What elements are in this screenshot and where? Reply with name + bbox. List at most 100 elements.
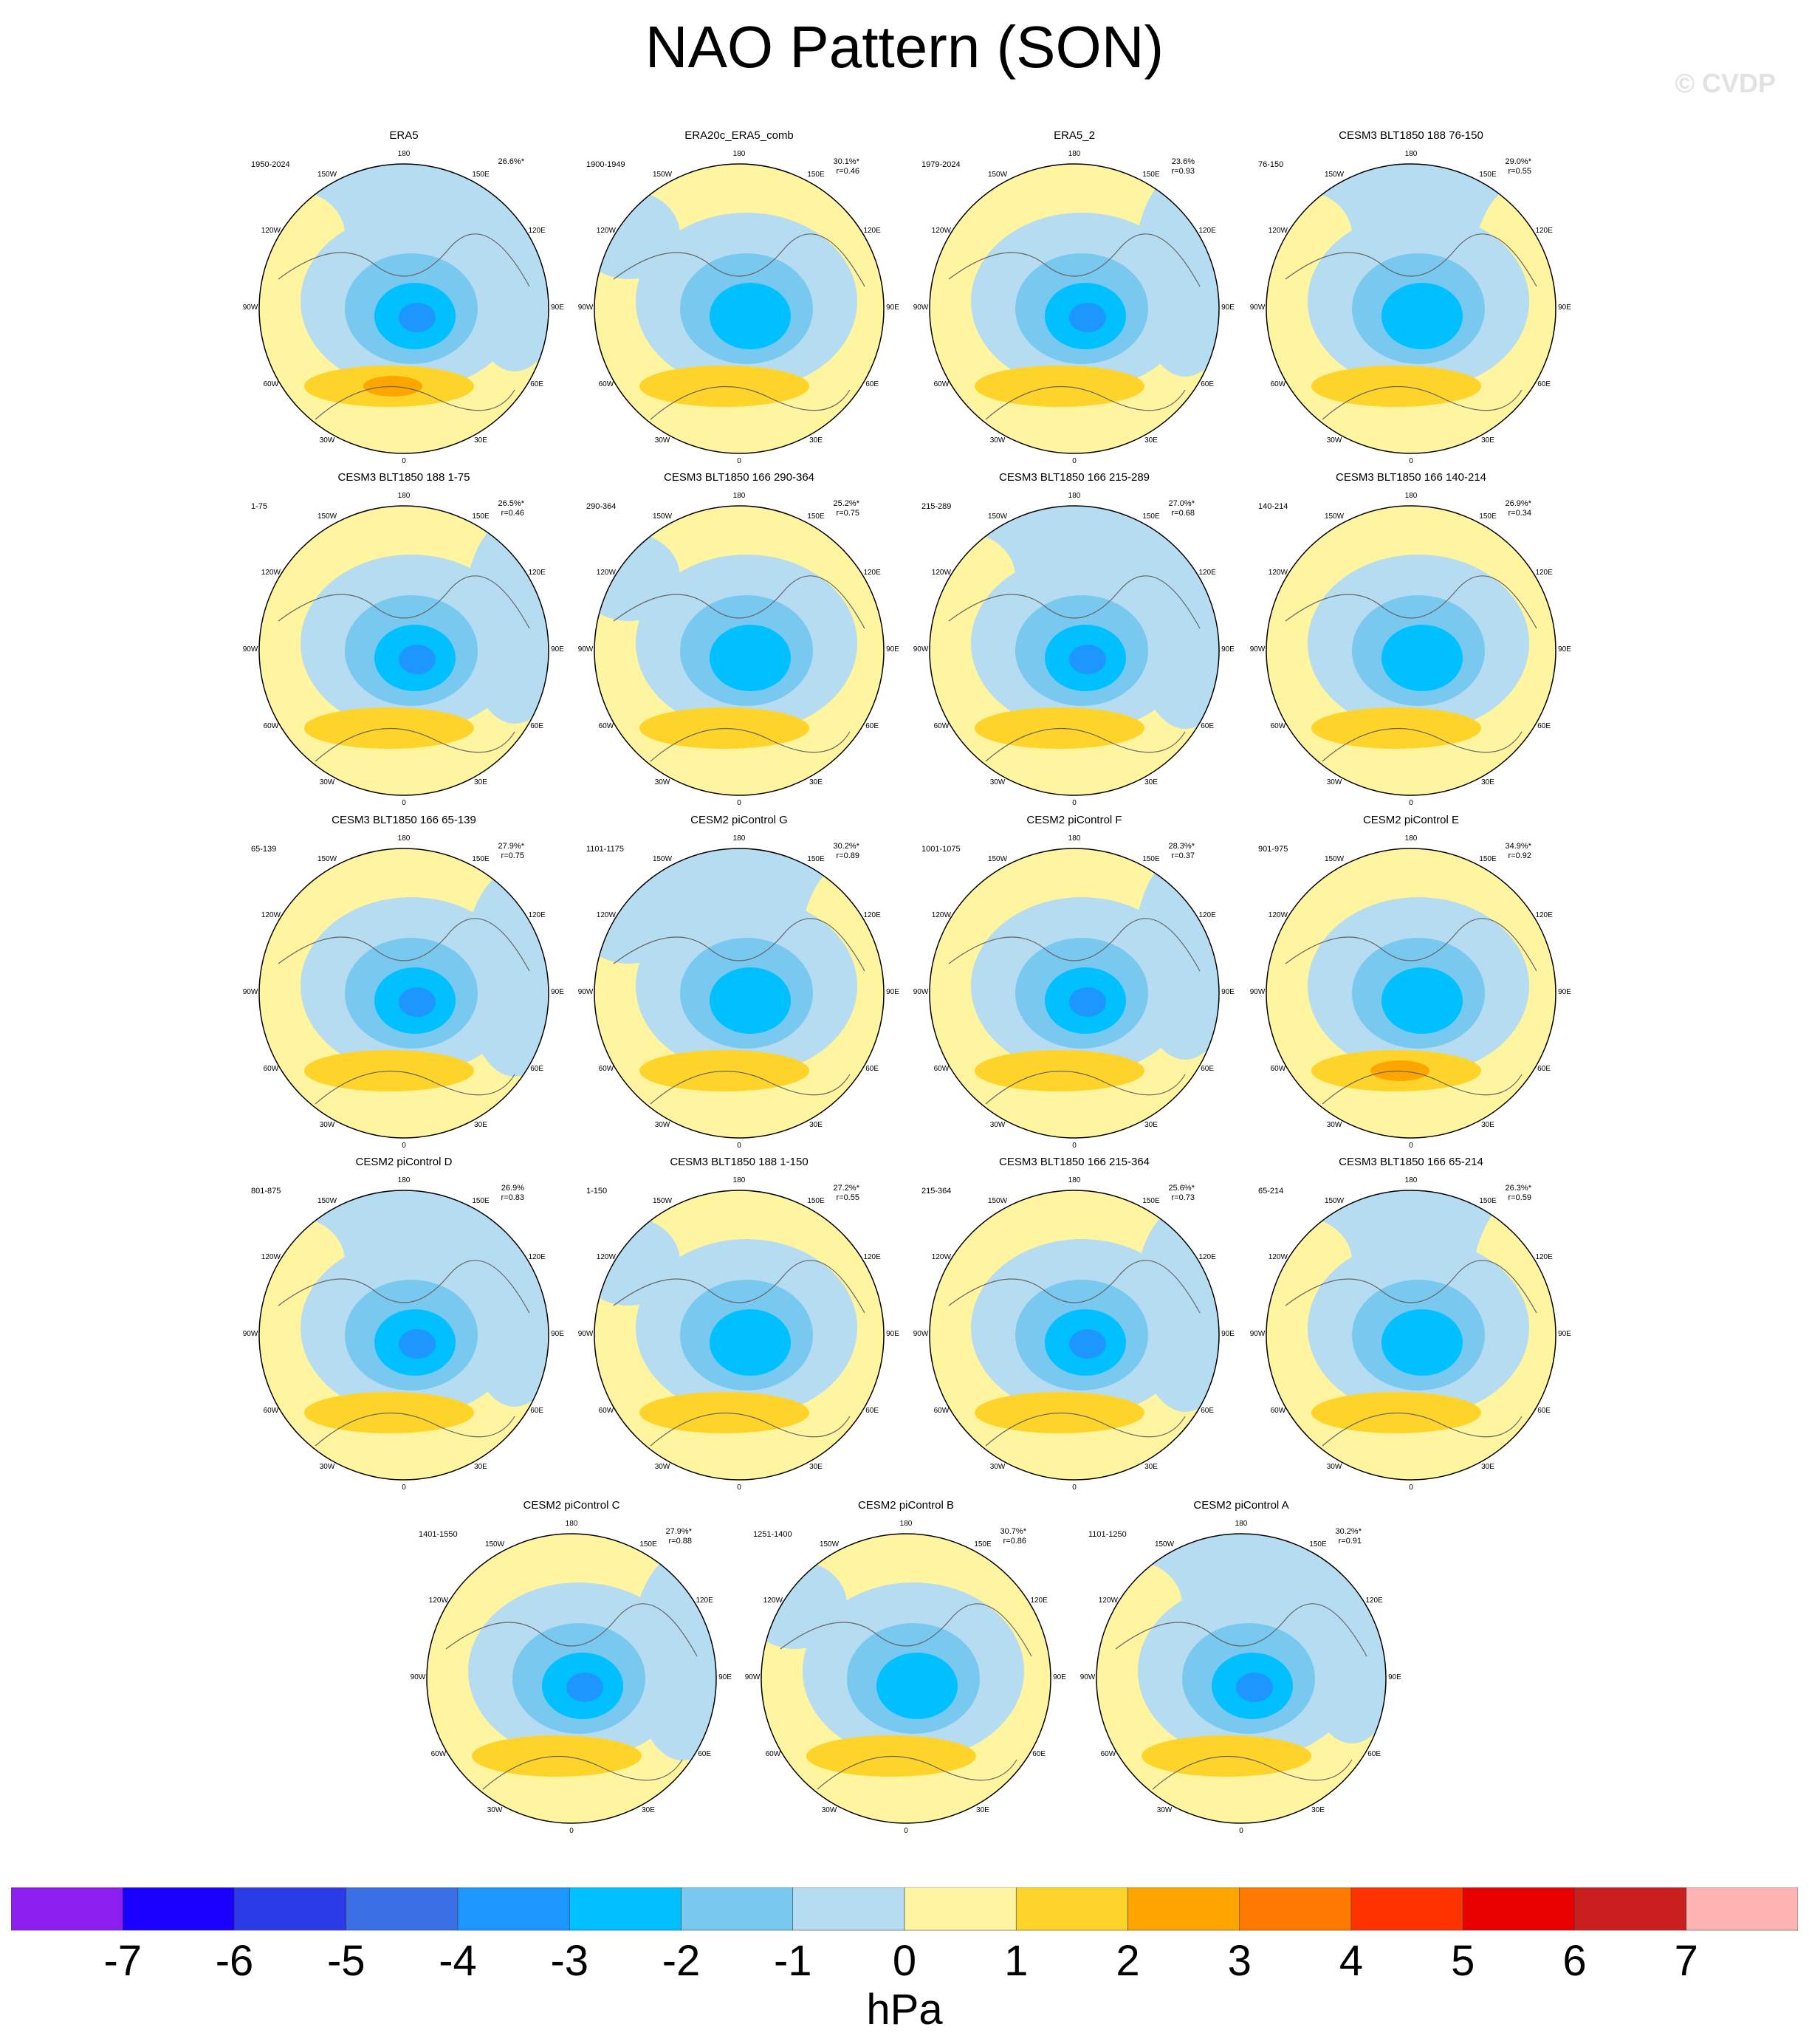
longitude-label: 90E: [551, 988, 564, 996]
coastline: [278, 1260, 530, 1447]
coastline: [613, 575, 865, 762]
longitude-label: 30E: [976, 1806, 989, 1815]
panel-stat: 30.2%*: [833, 842, 859, 851]
arctic-low-core: [399, 645, 436, 674]
panel-years: 901-975: [1258, 845, 1288, 854]
map-panel: CESM2 piControl B 1251-1400 30.7%* r=0.86 18…: [737, 1499, 1075, 1839]
coastline: [948, 1260, 1201, 1447]
panel-stats: 30.2%* r=0.89: [814, 842, 859, 861]
longitude-label: 90E: [1221, 645, 1235, 654]
longitude-label: 180: [397, 1176, 411, 1184]
panel-stat: r=0.75: [501, 851, 525, 860]
longitude-label: 60E: [865, 1065, 879, 1073]
anomaly-field: [594, 848, 884, 1138]
panel-years: 1101-1175: [586, 845, 624, 854]
map-border: [761, 1533, 1051, 1824]
panel-stats: 34.9%* r=0.92: [1486, 842, 1531, 861]
map-panel: CESM2 piControl A 1101-1250 30.2%* r=0.91 18…: [1072, 1499, 1410, 1839]
longitude-label: 90W: [1249, 645, 1266, 654]
longitude-label: 60W: [933, 1407, 950, 1415]
longitude-label: 30W: [1326, 1463, 1342, 1472]
longitude-label: 90W: [577, 1330, 594, 1338]
panel-stats: 30.1%* r=0.46: [814, 157, 859, 176]
longitude-label: 60W: [1270, 380, 1286, 388]
longitude-label: 0: [737, 1142, 741, 1150]
longitude-label: 60E: [1201, 380, 1215, 388]
map-border: [594, 848, 885, 1139]
longitude-label: 90E: [886, 645, 899, 654]
anomaly-field: [1266, 1190, 1556, 1480]
panel-stat: r=0.93: [1171, 167, 1195, 176]
anomaly-field: [1266, 848, 1556, 1138]
anomaly-field: [594, 506, 884, 795]
longitude-label: 180: [1404, 150, 1418, 158]
longitude-label: 30W: [1156, 1806, 1173, 1815]
longitude-label: 120E: [1535, 227, 1553, 235]
map-svg: [929, 163, 1220, 454]
panel-title: CESM2 piControl B: [857, 1499, 955, 1512]
longitude-label: 150W: [987, 170, 1008, 179]
panel-title: CESM2 piControl A: [1193, 1499, 1289, 1512]
longitude-label: 120E: [696, 1597, 713, 1605]
colorbar-tick-label: 2: [1116, 1937, 1140, 1985]
panel-years: 1-75: [251, 502, 268, 511]
longitude-label: 30W: [1326, 1121, 1342, 1130]
coastline: [1285, 233, 1537, 420]
longitude-label: 120E: [528, 227, 546, 235]
longitude-label: 60W: [933, 1065, 950, 1073]
coastline: [1285, 575, 1537, 762]
colorbar-tick-label: 1: [1004, 1937, 1029, 1985]
longitude-label: 30W: [1326, 436, 1342, 445]
colorbar-swatch: [122, 1887, 235, 1931]
longitude-label: 30W: [989, 1121, 1006, 1130]
arctic-low-core: [1069, 987, 1106, 1017]
map-border: [1266, 1190, 1556, 1481]
map-border: [594, 505, 885, 796]
longitude-label: 90E: [886, 1330, 899, 1338]
panel-stat: 34.9%*: [1505, 842, 1531, 851]
longitude-label: 30W: [319, 1121, 335, 1130]
longitude-label: 0: [1239, 1827, 1243, 1835]
panel-stat: 27.2%*: [833, 1184, 859, 1193]
longitude-label: 150W: [1324, 1196, 1345, 1205]
anomaly-field: [594, 1190, 884, 1480]
coastline: [445, 1603, 698, 1790]
longitude-label: 90E: [551, 645, 564, 654]
colorbar-tick-label: -6: [215, 1937, 254, 1985]
panel-years: 215-364: [921, 1187, 952, 1196]
panel-stat: 29.0%*: [1505, 157, 1531, 166]
colorbar-tick-label: -3: [550, 1937, 589, 1985]
longitude-label: 30E: [1481, 436, 1494, 445]
anomaly-field: [930, 848, 1219, 1138]
map-panel: CESM3 BLT1850 166 65-139 65-139 27.9%* r=0.…: [235, 814, 573, 1153]
map-panel: CESM3 BLT1850 188 76-150 76-150 29.0%* r=0.…: [1242, 129, 1580, 469]
longitude-label: 120E: [863, 569, 881, 577]
longitude-label: 30E: [1481, 1463, 1494, 1472]
longitude-label: 60W: [263, 380, 279, 388]
colorbar-swatch: [11, 1887, 123, 1931]
map-svg: [594, 163, 885, 454]
longitude-label: 60E: [1201, 1065, 1215, 1073]
panel-stat: 28.3%*: [1168, 842, 1195, 851]
panel-stat: r=0.68: [1171, 509, 1195, 518]
longitude-label: 60E: [1537, 1065, 1551, 1073]
arctic-low-inner: [1381, 1309, 1463, 1376]
longitude-label: 120W: [1268, 227, 1288, 235]
longitude-label: 150E: [807, 170, 825, 179]
colorbar-swatch: [1239, 1887, 1352, 1931]
longitude-label: 120W: [931, 1253, 951, 1261]
longitude-label: 60W: [1270, 1065, 1286, 1073]
colorbar-swatch: [457, 1887, 570, 1931]
panel-stat: 26.3%*: [1505, 1184, 1531, 1193]
longitude-label: 30E: [809, 778, 823, 787]
coastline: [278, 575, 530, 762]
longitude-label: 120W: [931, 911, 951, 919]
longitude-label: 90W: [913, 303, 929, 312]
longitude-label: 150W: [484, 1540, 505, 1549]
longitude-label: 120E: [1535, 1253, 1553, 1261]
longitude-label: 150E: [1479, 854, 1497, 863]
longitude-label: 60W: [1270, 722, 1286, 730]
longitude-label: 150E: [1142, 512, 1160, 521]
panel-years: 1950-2024: [251, 160, 290, 169]
longitude-label: 90W: [1079, 1673, 1096, 1681]
